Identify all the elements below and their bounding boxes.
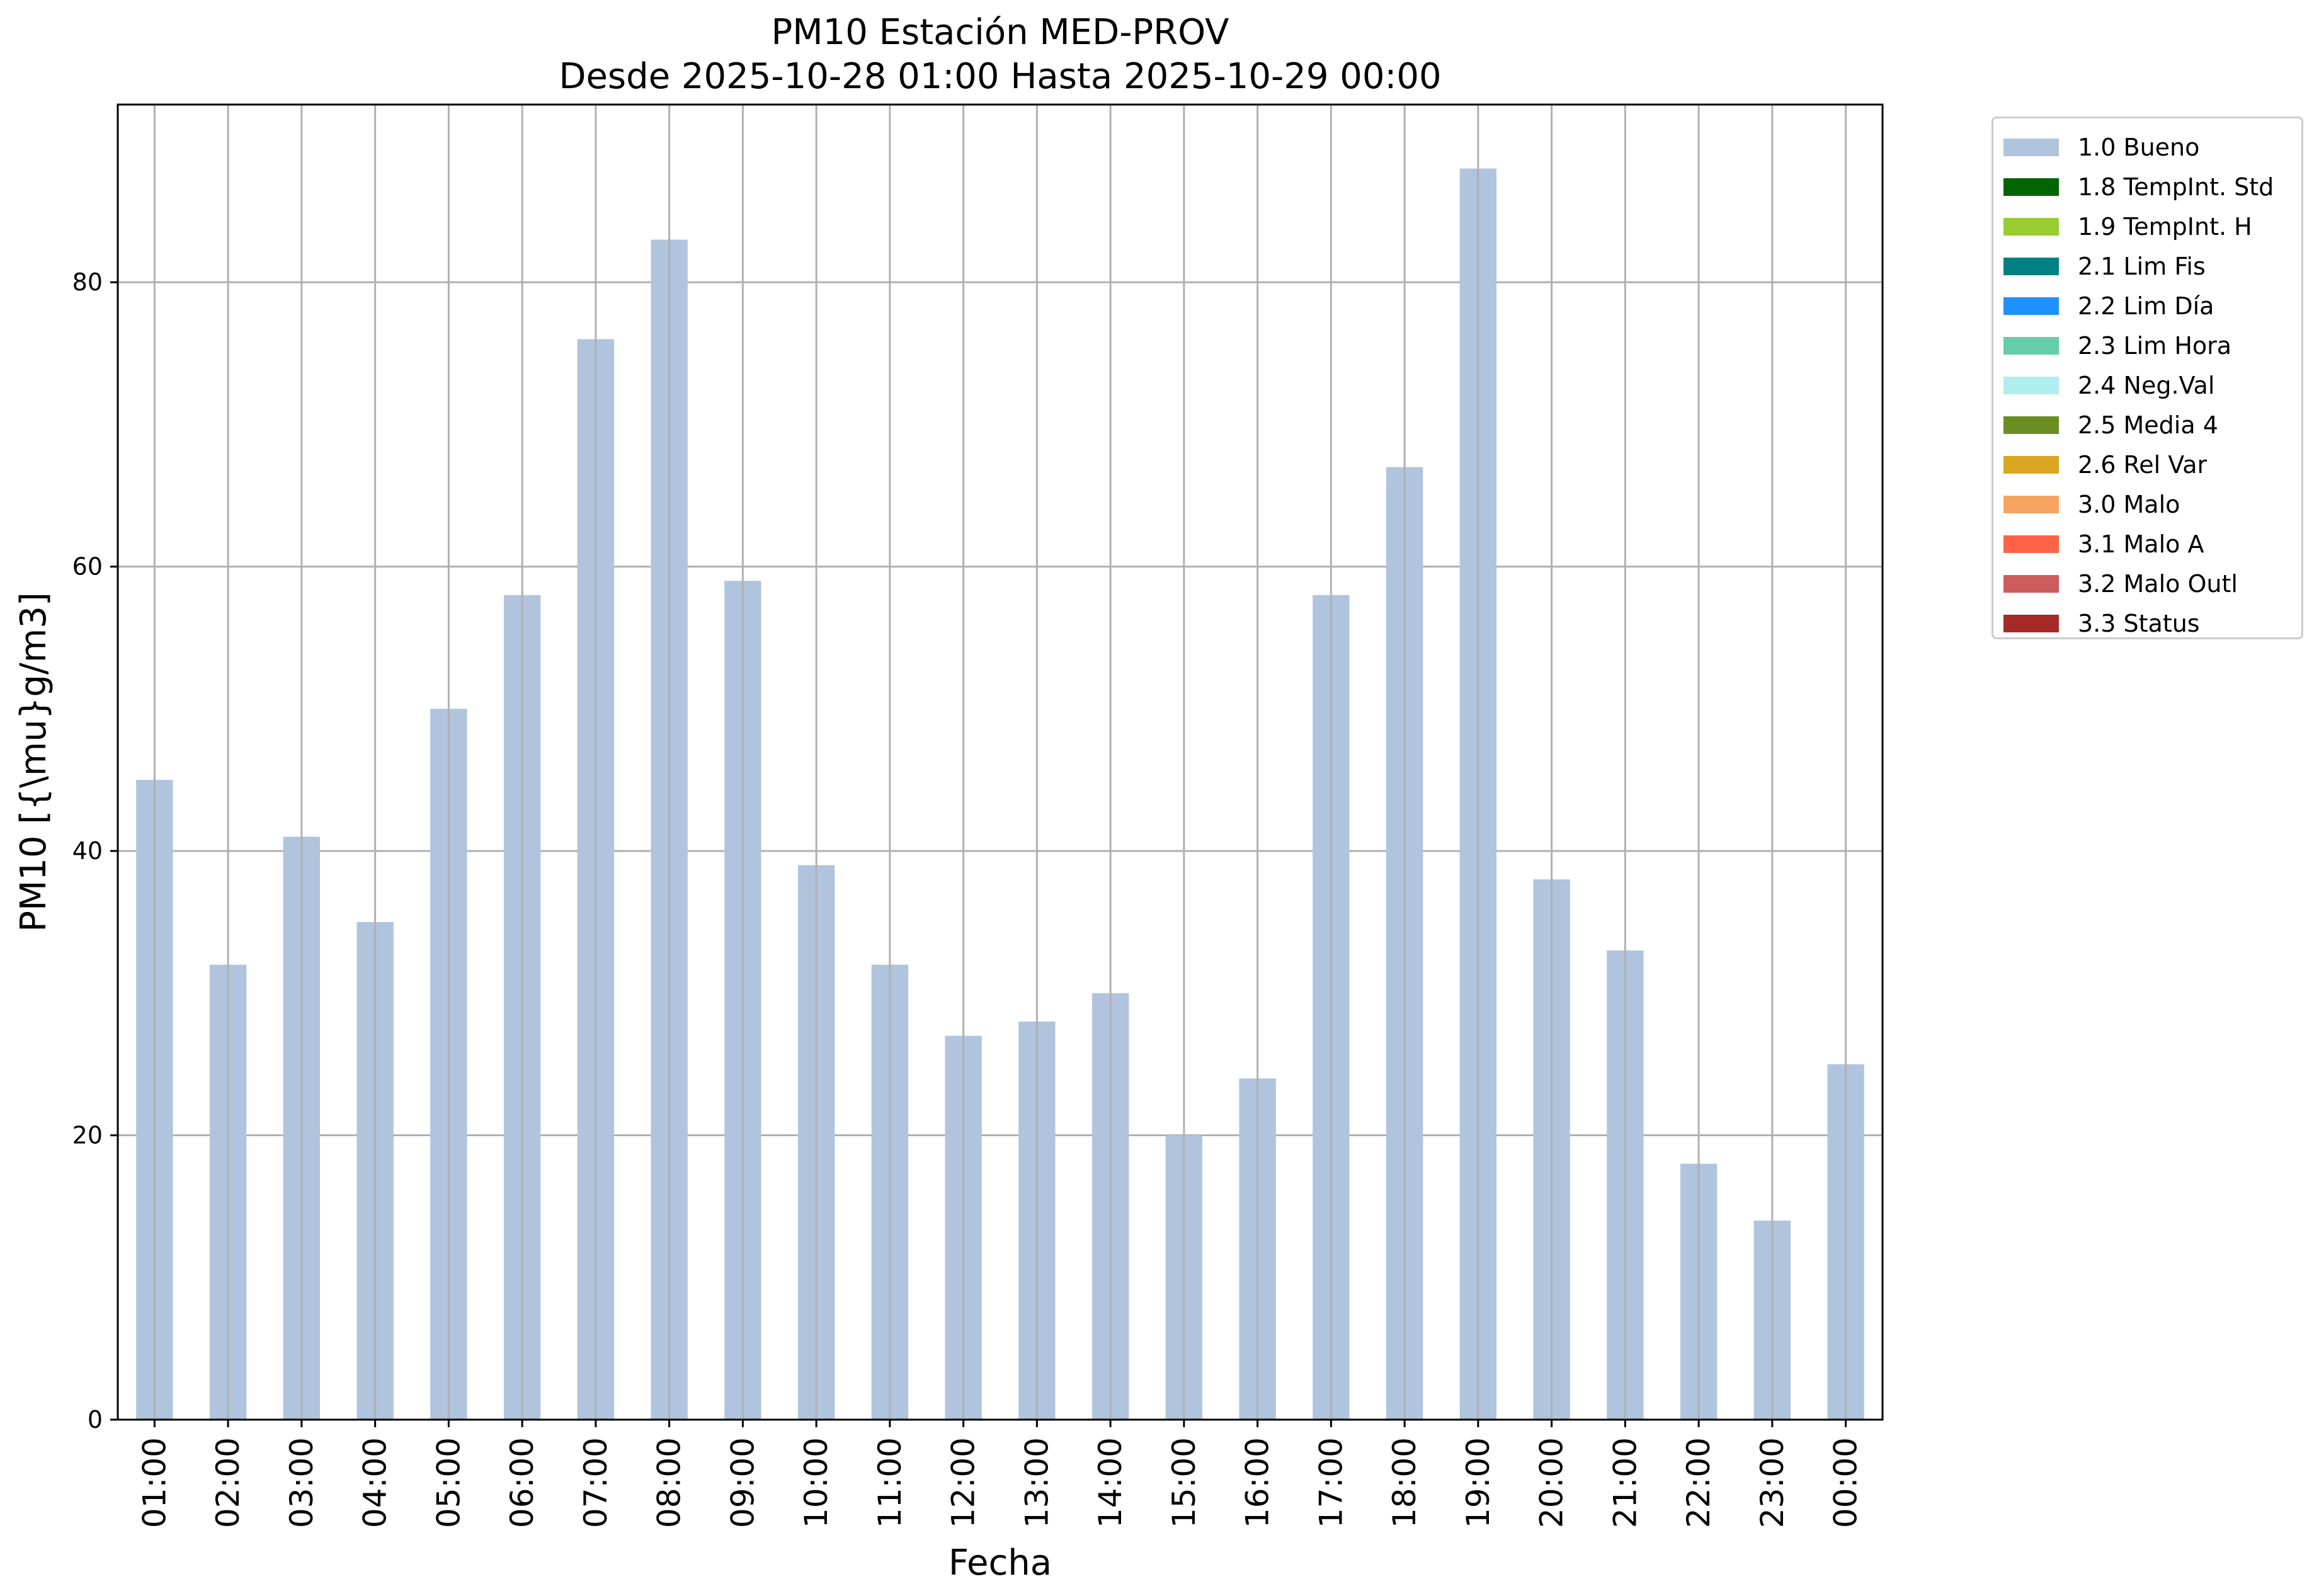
legend-swatch xyxy=(2003,218,2059,236)
x-tick-label: 22:00 xyxy=(1680,1437,1717,1528)
x-tick-label: 05:00 xyxy=(430,1437,467,1528)
legend-item: 2.1 Lim Fis xyxy=(2000,248,2206,285)
legend-item: 1.9 TempInt. H xyxy=(2000,208,2252,246)
legend-label: 2.4 Neg.Val xyxy=(2078,372,2215,399)
legend-swatch xyxy=(2003,297,2059,315)
x-tick-label: 04:00 xyxy=(357,1437,394,1528)
x-tick-label: 17:00 xyxy=(1313,1437,1349,1528)
legend-item: 3.1 Malo A xyxy=(2000,525,2204,563)
legend-swatch xyxy=(2003,337,2059,355)
x-tick-label: 23:00 xyxy=(1754,1437,1791,1528)
legend-swatch xyxy=(2003,535,2059,553)
legend-swatch xyxy=(2003,178,2059,196)
legend-label: 3.0 Malo xyxy=(2078,491,2180,518)
legend-item: 1.8 TempInt. Std xyxy=(2000,168,2274,206)
x-tick-label: 10:00 xyxy=(798,1437,835,1528)
y-tick-label: 80 xyxy=(72,268,103,296)
x-tick-label: 20:00 xyxy=(1534,1437,1570,1528)
x-tick-label: 06:00 xyxy=(504,1437,540,1528)
legend-item: 1.0 Bueno xyxy=(2000,128,2199,166)
y-tick-label: 40 xyxy=(72,837,103,865)
x-tick-label: 02:00 xyxy=(210,1437,246,1528)
legend-item: 3.3 Status xyxy=(2000,605,2200,642)
bars xyxy=(136,168,1864,1420)
legend-item: 2.3 Lim Hora xyxy=(2000,327,2231,365)
legend-label: 3.3 Status xyxy=(2078,610,2200,637)
x-axis-ticks: 01:00 02:00 03:00 04:00 05:00 06:00 07:00 08:00… xyxy=(136,1420,1864,1528)
x-tick-label: 07:00 xyxy=(578,1437,614,1528)
plot-frame xyxy=(117,103,1884,1421)
legend-label: 1.0 Bueno xyxy=(2078,134,2200,161)
x-tick-label: 03:00 xyxy=(283,1437,320,1528)
y-tick-label: 20 xyxy=(72,1122,103,1149)
y-tick-label: 60 xyxy=(72,553,103,581)
legend-item: 2.5 Media 4 xyxy=(2000,406,2218,444)
x-tick-label: 09:00 xyxy=(724,1437,761,1528)
vertical-grid-lines xyxy=(153,105,1847,1420)
legend-swatch xyxy=(2003,496,2059,513)
x-tick-label: 00:00 xyxy=(1828,1437,1864,1528)
legend-item: 3.2 Malo Outl xyxy=(2000,565,2238,603)
x-tick-label: 08:00 xyxy=(651,1437,688,1528)
legend-swatch xyxy=(2003,377,2059,394)
chart-title: PM10 Estación MED-PROV xyxy=(772,12,1229,53)
legend-item: 2.2 Lim Día xyxy=(2000,287,2214,325)
x-tick-label: 16:00 xyxy=(1239,1437,1276,1528)
legend: 1.0 Bueno 1.8 TempInt. Std 1.9 TempInt. H 2… xyxy=(1991,117,2303,639)
legend-label: 1.9 TempInt. H xyxy=(2078,213,2252,241)
x-tick-label: 15:00 xyxy=(1166,1437,1202,1528)
legend-swatch xyxy=(2003,139,2059,156)
legend-label: 2.5 Media 4 xyxy=(2078,411,2218,439)
y-tick-label: 0 xyxy=(88,1406,103,1434)
legend-label: 1.8 TempInt. Std xyxy=(2078,173,2274,201)
legend-item: 3.0 Malo xyxy=(2000,486,2180,523)
legend-label: 2.2 Lim Día xyxy=(2078,292,2214,320)
x-tick-label: 18:00 xyxy=(1386,1437,1423,1528)
x-tick-label: 01:00 xyxy=(136,1437,173,1528)
legend-label: 2.3 Lim Hora xyxy=(2078,332,2232,360)
x-axis-label: Fecha xyxy=(949,1542,1052,1583)
legend-swatch xyxy=(2003,575,2059,593)
legend-swatch xyxy=(2003,456,2059,474)
x-tick-label: 13:00 xyxy=(1018,1437,1055,1528)
legend-label: 2.1 Lim Fis xyxy=(2078,253,2206,280)
x-tick-label: 19:00 xyxy=(1460,1437,1496,1528)
legend-label: 3.2 Malo Outl xyxy=(2078,570,2238,598)
legend-swatch xyxy=(2003,416,2059,434)
legend-swatch xyxy=(2003,615,2059,632)
y-axis-ticks: 0 20 40 60 80 xyxy=(72,268,118,1434)
legend-label: 3.1 Malo A xyxy=(2078,530,2204,558)
legend-item: 2.4 Neg.Val xyxy=(2000,367,2214,404)
x-tick-label: 21:00 xyxy=(1607,1437,1643,1528)
y-axis-label: PM10 [{\mu}g/m3] xyxy=(13,592,54,932)
x-tick-label: 12:00 xyxy=(945,1437,982,1528)
x-tick-label: 11:00 xyxy=(872,1437,908,1528)
chart-subtitle: Desde 2025-10-28 01:00 Hasta 2025-10-29 … xyxy=(559,56,1441,97)
legend-item: 2.6 Rel Var xyxy=(2000,446,2207,484)
x-tick-label: 14:00 xyxy=(1092,1437,1129,1528)
legend-swatch xyxy=(2003,258,2059,275)
legend-label: 2.6 Rel Var xyxy=(2078,451,2208,479)
